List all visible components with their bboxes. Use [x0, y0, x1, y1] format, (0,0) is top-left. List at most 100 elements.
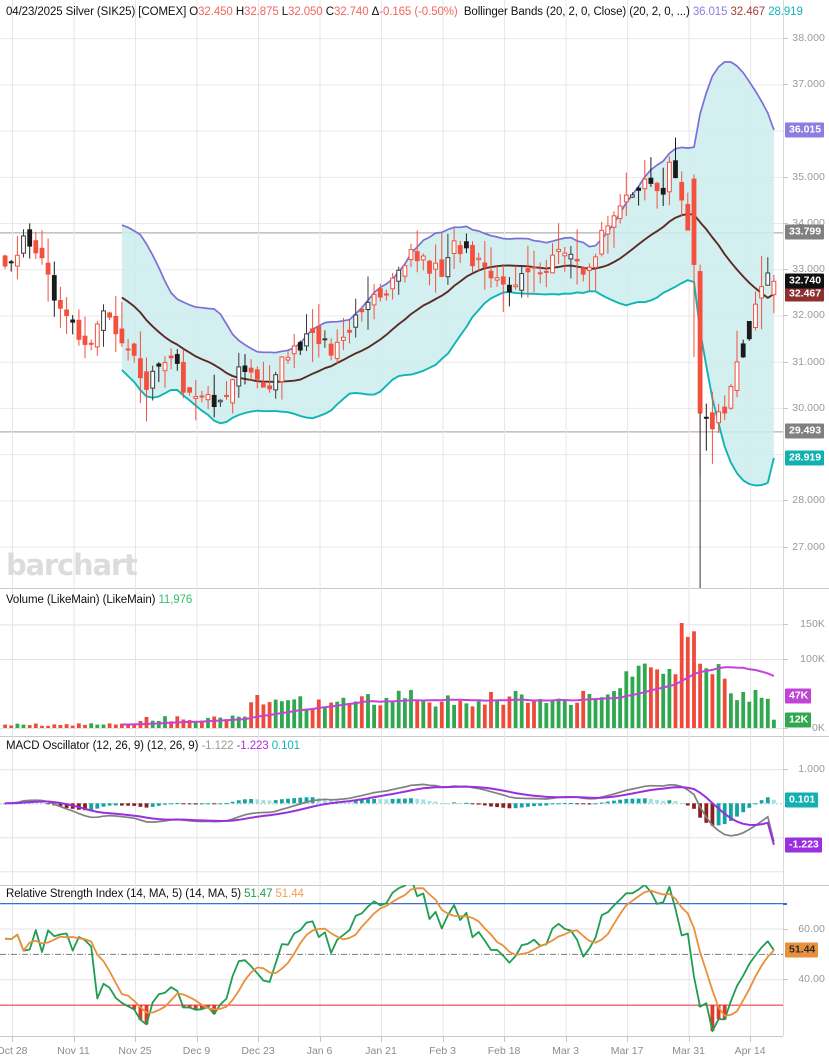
- rsi-value-badge[interactable]: 51.44: [785, 942, 819, 958]
- macd-signal-value: -1.223: [236, 740, 269, 752]
- macd-axis[interactable]: 1.000 0.101 -1.223: [783, 736, 829, 885]
- candlestick-bar: [519, 273, 525, 291]
- candlestick-bar: [211, 394, 217, 407]
- macd-histogram-bar: [298, 797, 303, 804]
- close-label: C: [325, 6, 334, 18]
- price-axis[interactable]: 38.000 37.000 35.000 34.000 33.000 32.000 31.0…: [783, 0, 829, 588]
- date-tick-mark: [750, 1037, 752, 1042]
- macd-histogram-bar: [575, 803, 579, 805]
- price-value-badge[interactable]: 28.919: [785, 450, 825, 466]
- date-tick-label: Mar 3: [552, 1045, 579, 1057]
- candlestick-bar: [494, 277, 500, 281]
- rsi-oversold-fill: [138, 1004, 143, 1020]
- symbol-name: Silver (SIK25) [COMEX]: [65, 6, 187, 18]
- macd-legend: MACD Oscillator (12, 26, 9) (12, 26, 9) …: [6, 740, 300, 752]
- open-label: O: [189, 6, 199, 18]
- volume-bar: [470, 706, 475, 728]
- macd-histogram-bar: [83, 803, 87, 811]
- volume-bar: [298, 696, 303, 728]
- macd-histogram-bar: [64, 803, 69, 808]
- macd-histogram-bar: [243, 799, 247, 804]
- candlestick-bar: [513, 284, 519, 288]
- volume-value-badge[interactable]: 12K: [785, 712, 812, 728]
- date-axis-rule: [0, 1036, 783, 1037]
- price-plot-area[interactable]: [0, 0, 783, 588]
- macd-histogram-bar: [550, 803, 555, 805]
- rsi-panel[interactable]: 60.00 40.00 51.44 Relative Strength Index …: [0, 885, 829, 1036]
- macd-histogram-bar: [747, 803, 752, 808]
- candlestick-bar: [439, 259, 445, 277]
- price-value-badge[interactable]: 29.493: [785, 423, 825, 439]
- volume-bar: [64, 724, 69, 728]
- candlestick-bar: [482, 262, 488, 268]
- rsi-plot-area[interactable]: [0, 885, 783, 1036]
- volume-bar: [70, 725, 75, 728]
- price-panel[interactable]: 38.000 37.000 35.000 34.000 33.000 32.000 31.0…: [0, 0, 829, 588]
- candlestick-bar: [703, 416, 709, 419]
- volume-bar: [255, 695, 260, 728]
- volume-tick-mark: [783, 624, 788, 626]
- price-tick-mark: [783, 84, 788, 86]
- volume-bar: [21, 724, 26, 728]
- price-value-badge[interactable]: 32.740: [785, 273, 825, 289]
- macd-value-badge[interactable]: 0.101: [785, 792, 819, 808]
- volume-bar: [618, 688, 622, 728]
- volume-bar: [513, 690, 518, 728]
- macd-plot-area[interactable]: [0, 736, 783, 885]
- macd-value-badge[interactable]: -1.223: [785, 837, 822, 853]
- volume-bar: [630, 676, 635, 728]
- macd-histogram-bar: [692, 803, 696, 809]
- macd-histogram-bar: [236, 800, 241, 804]
- price-value-badge[interactable]: 36.015: [785, 122, 825, 138]
- candlestick-bar: [722, 406, 728, 414]
- candlestick-bar: [70, 319, 76, 323]
- date-axis[interactable]: Oct 28 Nov 11 Nov 25 Dec 9 Dec 23 Jan 6 Jan 21…: [0, 1036, 829, 1064]
- candlestick-bar: [746, 321, 752, 340]
- macd-histogram-bar: [95, 803, 100, 809]
- volume-bar: [747, 701, 752, 728]
- volume-bar: [353, 701, 358, 728]
- volume-bar: [77, 723, 81, 728]
- macd-histogram-bar: [624, 798, 629, 804]
- bollinger-lower-value: 28.919: [768, 6, 803, 18]
- price-value-badge[interactable]: 32.467: [785, 286, 825, 302]
- volume-axis[interactable]: 150K 100K 0K 47K 12K: [783, 588, 829, 736]
- price-value-badge[interactable]: 33.799: [785, 224, 825, 240]
- volume-bar: [605, 694, 610, 728]
- macd-histogram-bar: [261, 799, 266, 804]
- rsi-axis[interactable]: 60.00 40.00 51.44: [783, 885, 829, 1036]
- volume-bar: [323, 706, 327, 728]
- volume-plot-area[interactable]: [0, 588, 783, 736]
- open-value: 32.450: [198, 6, 233, 18]
- macd-histogram-bar: [89, 803, 94, 810]
- candlestick-bar: [205, 394, 211, 401]
- volume-bar: [329, 702, 333, 728]
- volume-value: 11,976: [158, 594, 193, 606]
- price-tick-mark: [783, 315, 788, 317]
- date-tick-label: Mar 31: [672, 1045, 705, 1057]
- candlestick-bar: [648, 177, 654, 184]
- macd-panel[interactable]: 1.000 0.101 -1.223 MACD Oscillator (12, 26…: [0, 736, 829, 885]
- macd-histogram-bar: [513, 803, 518, 809]
- date-tick-mark: [565, 1037, 567, 1042]
- macd-histogram-bar: [40, 802, 44, 804]
- rsi-oversold-fill: [193, 1004, 198, 1010]
- macd-panel-rule: [0, 736, 829, 737]
- candlestick-bar: [771, 280, 777, 296]
- macd-histogram-bar: [495, 803, 499, 808]
- volume-bar: [378, 705, 383, 728]
- macd-histogram-bar: [126, 803, 130, 806]
- volume-value-badge[interactable]: 47K: [785, 688, 812, 704]
- macd-histogram-bar: [772, 799, 776, 804]
- candlestick-bar: [525, 268, 531, 273]
- volume-bar: [544, 703, 549, 728]
- candlestick-bar: [88, 342, 94, 345]
- volume-bar: [341, 697, 346, 728]
- rsi-legend: Relative Strength Index (14, MA, 5) (14,…: [6, 888, 304, 900]
- volume-panel[interactable]: 150K 100K 0K 47K 12K Volume (LikeMain) (Like…: [0, 588, 829, 736]
- volume-bar: [193, 721, 198, 728]
- candlestick-bar: [347, 329, 352, 333]
- candlestick-bar: [21, 235, 26, 254]
- candlestick-bar: [187, 387, 192, 393]
- volume-bar: [599, 697, 604, 728]
